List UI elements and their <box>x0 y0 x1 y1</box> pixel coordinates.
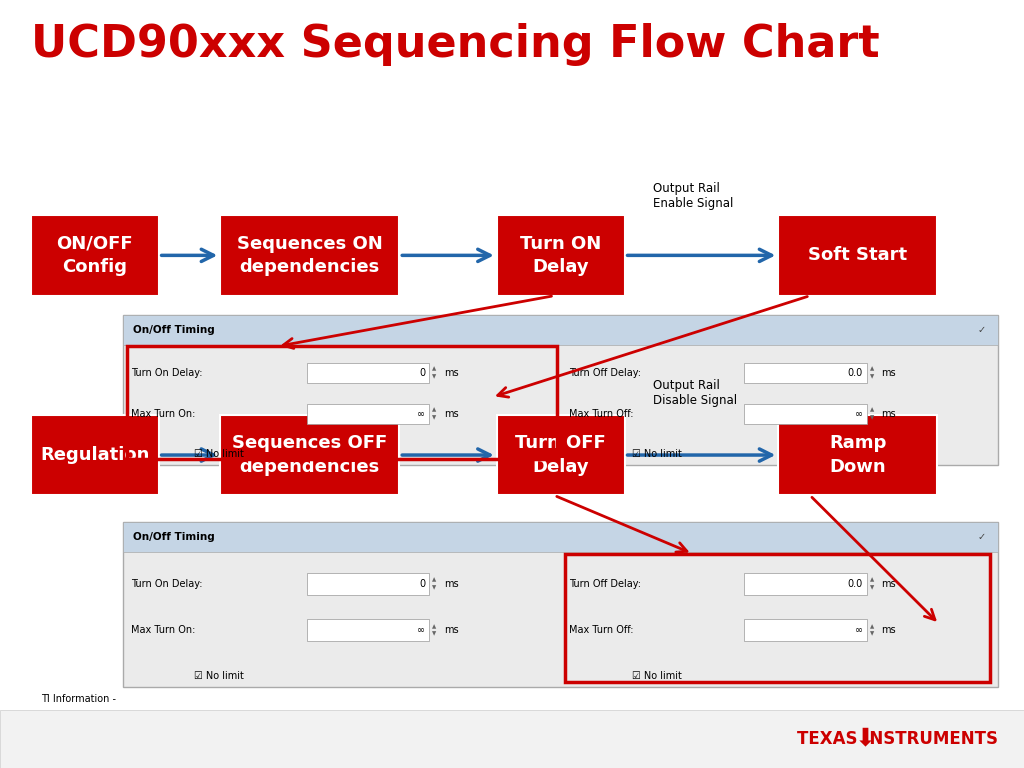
FancyBboxPatch shape <box>123 522 998 552</box>
Text: ▲: ▲ <box>432 408 436 412</box>
Text: ∞: ∞ <box>855 625 863 635</box>
Text: ms: ms <box>443 409 459 419</box>
FancyBboxPatch shape <box>31 415 159 495</box>
Text: ▼: ▼ <box>870 631 874 637</box>
Text: ∞: ∞ <box>417 625 425 635</box>
Text: ms: ms <box>882 625 896 635</box>
Text: ▼: ▼ <box>870 415 874 420</box>
Text: ∞: ∞ <box>417 409 425 419</box>
FancyBboxPatch shape <box>778 415 937 495</box>
Text: ✓: ✓ <box>978 325 986 335</box>
Text: Sequences OFF
dependencies: Sequences OFF dependencies <box>232 434 387 476</box>
FancyBboxPatch shape <box>307 405 429 424</box>
Text: ON/OFF
Config: ON/OFF Config <box>56 234 133 276</box>
FancyBboxPatch shape <box>220 415 399 495</box>
FancyBboxPatch shape <box>744 619 867 641</box>
Text: Max Turn Off:: Max Turn Off: <box>569 625 633 635</box>
Text: ms: ms <box>443 625 459 635</box>
FancyBboxPatch shape <box>307 363 429 382</box>
FancyBboxPatch shape <box>497 215 625 296</box>
Text: On/Off Timing: On/Off Timing <box>133 532 215 542</box>
Text: Turn Off Delay:: Turn Off Delay: <box>569 579 641 589</box>
Text: 0.0: 0.0 <box>848 368 863 378</box>
Text: ☑ No limit: ☑ No limit <box>632 670 682 680</box>
Text: TI Information -: TI Information - <box>41 694 116 704</box>
Text: Soft Start: Soft Start <box>808 247 907 264</box>
FancyBboxPatch shape <box>778 215 937 296</box>
Text: ▼: ▼ <box>432 374 436 379</box>
Text: ▲: ▲ <box>870 624 874 629</box>
Text: ▲: ▲ <box>870 408 874 412</box>
FancyBboxPatch shape <box>0 710 1024 768</box>
Text: On/Off Timing: On/Off Timing <box>133 325 215 335</box>
Text: Max Turn Off:: Max Turn Off: <box>569 409 633 419</box>
Text: ▲: ▲ <box>870 366 874 372</box>
Text: ▼: ▼ <box>432 631 436 637</box>
Text: Sequences ON
dependencies: Sequences ON dependencies <box>237 234 383 276</box>
Text: ▼: ▼ <box>870 585 874 590</box>
Text: ▲: ▲ <box>432 366 436 372</box>
Text: ▲: ▲ <box>870 578 874 582</box>
Text: ☑ No limit: ☑ No limit <box>632 449 682 459</box>
Text: ms: ms <box>443 368 459 378</box>
Text: ▲: ▲ <box>432 578 436 582</box>
FancyBboxPatch shape <box>123 315 998 465</box>
FancyBboxPatch shape <box>307 573 429 594</box>
FancyBboxPatch shape <box>497 415 625 495</box>
Text: Turn On Delay:: Turn On Delay: <box>131 579 203 589</box>
Text: TEXAS INSTRUMENTS: TEXAS INSTRUMENTS <box>798 730 998 748</box>
FancyBboxPatch shape <box>123 522 998 687</box>
FancyBboxPatch shape <box>220 215 399 296</box>
Text: ✓: ✓ <box>978 532 986 542</box>
Text: ms: ms <box>443 579 459 589</box>
Text: Turn Off Delay:: Turn Off Delay: <box>569 368 641 378</box>
Text: ▲: ▲ <box>432 624 436 629</box>
Text: Output Rail
Enable Signal: Output Rail Enable Signal <box>653 182 733 210</box>
Text: ▼: ▼ <box>432 415 436 420</box>
Text: ▼: ▼ <box>432 585 436 590</box>
Text: Turn OFF
Delay: Turn OFF Delay <box>515 434 606 476</box>
Text: ms: ms <box>882 579 896 589</box>
Text: Ramp
Down: Ramp Down <box>828 434 887 476</box>
Text: Turn On Delay:: Turn On Delay: <box>131 368 203 378</box>
Text: ☑ No limit: ☑ No limit <box>195 449 244 459</box>
FancyBboxPatch shape <box>744 363 867 382</box>
Text: Max Turn On:: Max Turn On: <box>131 409 196 419</box>
Text: Turn ON
Delay: Turn ON Delay <box>520 234 601 276</box>
Text: ∞: ∞ <box>855 409 863 419</box>
Text: Output Rail
Disable Signal: Output Rail Disable Signal <box>653 379 737 407</box>
Text: 0.0: 0.0 <box>848 579 863 589</box>
Text: ⬇: ⬇ <box>855 727 876 751</box>
Text: ▼: ▼ <box>870 374 874 379</box>
FancyBboxPatch shape <box>31 215 159 296</box>
Text: ms: ms <box>882 409 896 419</box>
Text: 0: 0 <box>419 368 425 378</box>
Text: 0: 0 <box>419 579 425 589</box>
Text: ☑ No limit: ☑ No limit <box>195 670 244 680</box>
FancyBboxPatch shape <box>307 619 429 641</box>
FancyBboxPatch shape <box>123 315 998 345</box>
Text: Regulation: Regulation <box>40 446 150 464</box>
Text: ms: ms <box>882 368 896 378</box>
FancyBboxPatch shape <box>744 573 867 594</box>
FancyBboxPatch shape <box>744 405 867 424</box>
Text: Max Turn On:: Max Turn On: <box>131 625 196 635</box>
Text: UCD90xxx Sequencing Flow Chart: UCD90xxx Sequencing Flow Chart <box>31 23 880 66</box>
